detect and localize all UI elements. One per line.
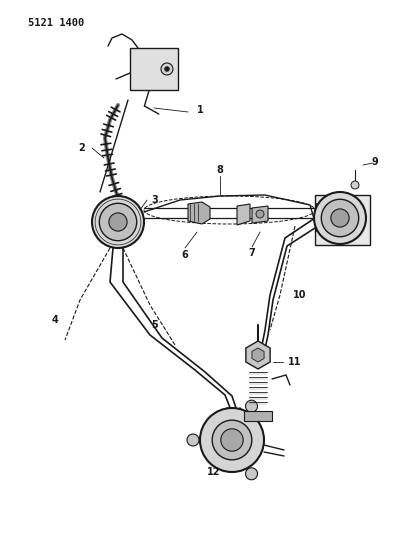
Text: 12: 12 [207,467,221,477]
Circle shape [351,181,359,189]
Circle shape [314,192,366,244]
Circle shape [212,420,252,460]
Circle shape [187,434,199,446]
Circle shape [221,429,243,451]
Circle shape [321,199,359,237]
Circle shape [164,67,169,71]
Polygon shape [246,341,270,369]
Text: 2: 2 [79,143,85,153]
Circle shape [331,209,349,227]
Text: 10: 10 [293,290,307,300]
Polygon shape [108,208,122,215]
Circle shape [161,63,173,75]
Polygon shape [237,204,250,225]
Circle shape [92,196,144,248]
Text: 11: 11 [288,357,302,367]
Text: 9: 9 [372,157,378,167]
Polygon shape [252,206,268,223]
Text: 5: 5 [152,320,158,330]
Polygon shape [315,195,370,245]
Text: 1: 1 [197,105,203,115]
Text: 3: 3 [152,195,158,205]
Text: 7: 7 [248,248,255,258]
Text: 8: 8 [217,165,224,175]
Polygon shape [130,48,178,90]
Text: 4: 4 [52,315,58,325]
Circle shape [200,408,264,472]
Circle shape [256,210,264,218]
Text: 5121 1400: 5121 1400 [28,18,84,28]
Circle shape [99,203,137,241]
Polygon shape [316,203,340,212]
Polygon shape [252,348,264,362]
Polygon shape [316,222,340,231]
Polygon shape [188,202,210,224]
Circle shape [246,468,257,480]
Circle shape [246,400,257,412]
Polygon shape [244,411,272,421]
Text: 6: 6 [182,250,188,260]
Circle shape [109,213,127,231]
